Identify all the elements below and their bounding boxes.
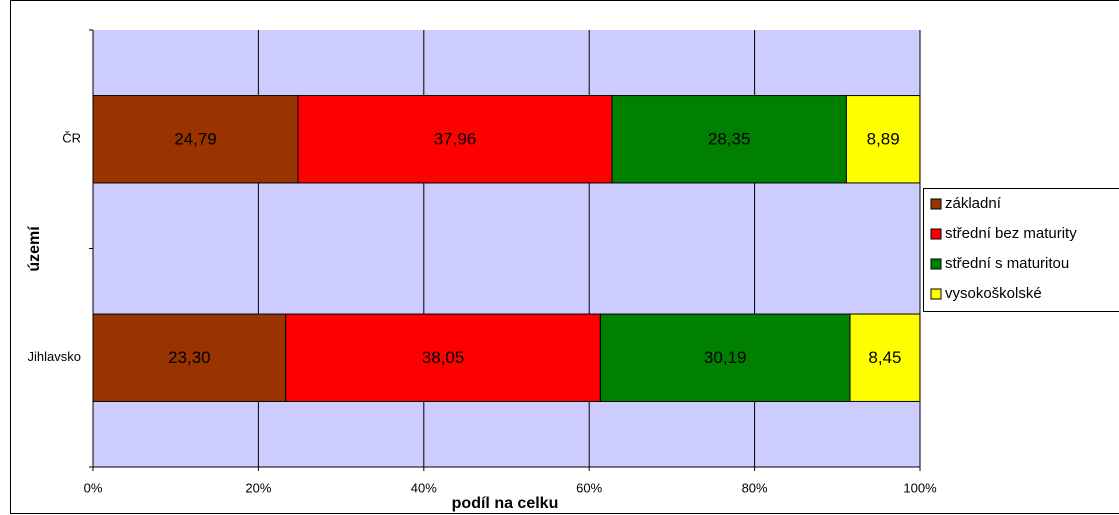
legend-label: střední bez maturity [945, 225, 1077, 242]
bar-segment [285, 313, 601, 402]
legend-swatch [930, 228, 942, 240]
x-tick-label: 0% [84, 480, 103, 495]
value-label: 30,19 [704, 348, 747, 367]
legend-label: vysokoškolské [945, 285, 1042, 302]
legend-swatch [930, 288, 942, 300]
bar-segment [92, 95, 299, 184]
bar-segment [611, 95, 847, 184]
value-label: 28,35 [708, 130, 751, 149]
x-tick-label: 60% [576, 480, 602, 495]
legend-swatch [930, 198, 942, 210]
value-label: 8,45 [868, 348, 901, 367]
x-tick-label: 20% [245, 480, 271, 495]
y-axis-title: území [26, 226, 43, 272]
x-tick-label: 80% [742, 480, 768, 495]
x-tick-label: 100% [903, 480, 937, 495]
y-tick-label: ČR [62, 131, 81, 146]
y-tick-label: Jihlavsko [28, 349, 81, 364]
legend-label: základní [945, 195, 1002, 212]
value-label: 8,89 [867, 130, 900, 149]
bar-segment [849, 313, 921, 402]
value-label: 38,05 [422, 348, 465, 367]
x-axis-title: podíl na celku [452, 495, 559, 512]
bar-segment [297, 95, 613, 184]
x-tick-label: 40% [411, 480, 437, 495]
value-label: 37,96 [434, 130, 477, 149]
legend-swatch [930, 258, 942, 270]
value-label: 23,30 [168, 348, 211, 367]
legend-box [923, 188, 1119, 312]
bar-segment [599, 313, 851, 402]
bar-segment [845, 95, 921, 184]
legend-label: střední s maturitou [945, 255, 1069, 272]
value-label: 24,79 [174, 130, 217, 149]
